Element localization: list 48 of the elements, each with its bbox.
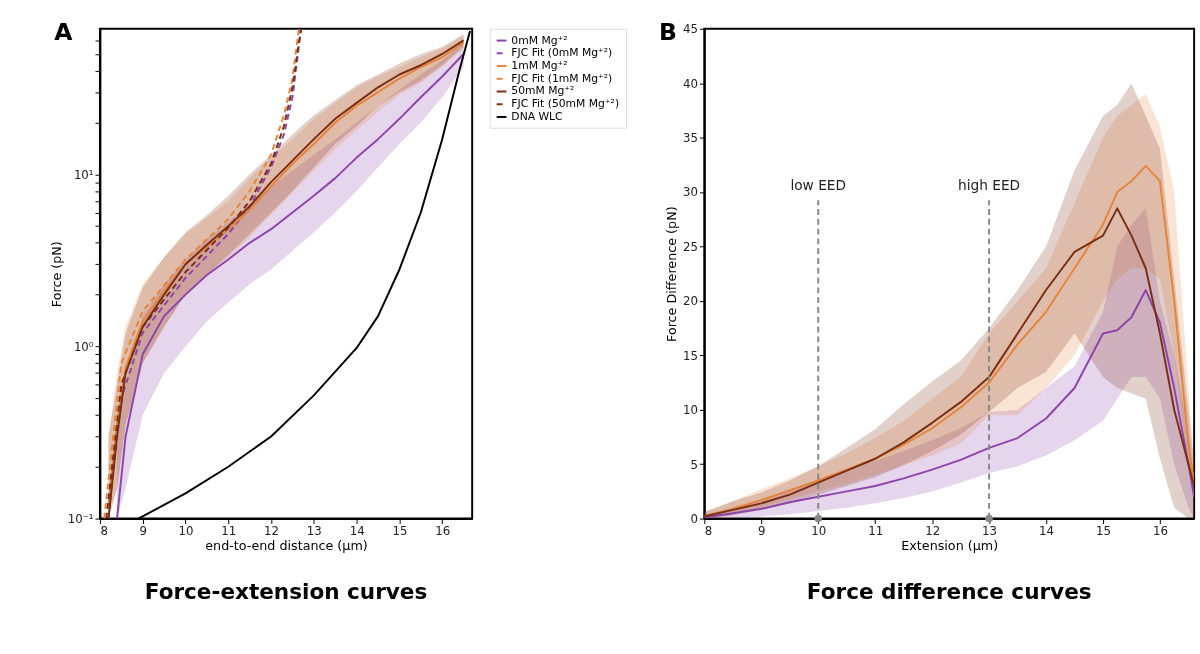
legend-label: 0mM Mg⁺² xyxy=(511,33,568,47)
y-tick-label: 15 xyxy=(683,348,698,363)
legend-label: 1mM Mg⁺² xyxy=(511,58,568,72)
y-axis-title: Force (pN) xyxy=(48,241,64,308)
text: Force-extension curves xyxy=(144,578,428,604)
y-tick-label: 10⁰ xyxy=(73,339,94,354)
x-tick-label: 15 xyxy=(392,523,408,538)
y-tick-label: 35 xyxy=(683,131,698,146)
y-tick-label: 20 xyxy=(683,294,698,309)
x-tick-label: 15 xyxy=(1096,523,1111,538)
y-tick-label: 10¹ xyxy=(73,167,94,182)
y-axis-title: Force Difference (pN) xyxy=(664,206,680,342)
x-tick-label: 12 xyxy=(264,523,280,538)
x-tick-label: 13 xyxy=(982,523,998,538)
x-tick-label: 8 xyxy=(704,523,713,538)
y-tick-label: 0 xyxy=(690,512,698,527)
x-tick-label: 8 xyxy=(100,523,108,538)
y-tick-label: 5 xyxy=(690,457,698,472)
legend-label: FJC Fit (0mM Mg⁺²) xyxy=(511,46,613,60)
x-tick-label: 16 xyxy=(435,523,451,538)
x-tick-label: 10 xyxy=(178,523,194,538)
legend-label: DNA WLC xyxy=(511,109,563,123)
y-tick-label: 10 xyxy=(683,403,698,418)
x-tick-label: 11 xyxy=(868,523,884,538)
x-tick-label: 9 xyxy=(139,523,147,538)
text: Force difference curves xyxy=(806,578,1092,604)
legend-label: 50mM Mg⁺² xyxy=(511,84,575,98)
text: A xyxy=(54,17,74,46)
legend-label: FJC Fit (1mM Mg⁺²) xyxy=(511,71,613,85)
x-axis-title: end-to-end distance (μm) xyxy=(205,538,368,554)
x-tick-label: 9 xyxy=(758,523,766,538)
y-tick-label: 40 xyxy=(683,76,698,91)
x-tick-label: 14 xyxy=(349,523,365,538)
x-axis-title: Extension (μm) xyxy=(901,538,999,554)
legend-label: FJC Fit (50mM Mg⁺²) xyxy=(511,97,620,111)
x-tick-label: 13 xyxy=(306,523,322,538)
x-tick-label: 11 xyxy=(221,523,237,538)
ref-line-label: low EED xyxy=(790,177,847,194)
x-tick-label: 10 xyxy=(811,523,827,538)
y-tick-label: 25 xyxy=(683,239,698,254)
y-tick-label: 30 xyxy=(683,185,698,200)
x-tick-label: 12 xyxy=(925,523,941,538)
x-tick-label: 16 xyxy=(1152,523,1168,538)
ref-line-label: high EED xyxy=(958,177,1021,194)
y-tick-label: 10⁻¹ xyxy=(67,512,94,527)
text: B xyxy=(658,17,677,46)
x-tick-label: 14 xyxy=(1039,523,1055,538)
y-tick-label: 45 xyxy=(683,22,698,37)
